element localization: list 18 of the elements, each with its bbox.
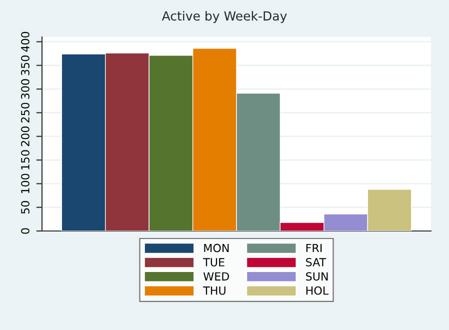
legend-label: MON bbox=[204, 244, 229, 252]
legend-label: HOL bbox=[306, 286, 329, 295]
y-tick-label: 350 bbox=[21, 56, 30, 76]
y-tick-label: 0 bbox=[21, 228, 30, 234]
legend-label: THU bbox=[203, 286, 226, 295]
legend-label: FRI bbox=[306, 244, 322, 252]
y-tick-label: 200 bbox=[21, 126, 30, 146]
chart-title: Active by Week-Day bbox=[162, 10, 287, 24]
legend-label: SAT bbox=[306, 258, 326, 266]
legend-label: WED bbox=[203, 272, 229, 280]
y-tick-label: 400 bbox=[21, 32, 30, 52]
y-tick-label: 100 bbox=[21, 174, 30, 194]
y-tick-label: 300 bbox=[21, 79, 30, 99]
y-tick-label: 50 bbox=[21, 201, 30, 214]
y-tick-label: 250 bbox=[21, 102, 30, 122]
legend-label: SUN bbox=[306, 272, 328, 281]
y-tick-label: 150 bbox=[21, 150, 30, 170]
legend-label: TUE bbox=[203, 258, 224, 266]
